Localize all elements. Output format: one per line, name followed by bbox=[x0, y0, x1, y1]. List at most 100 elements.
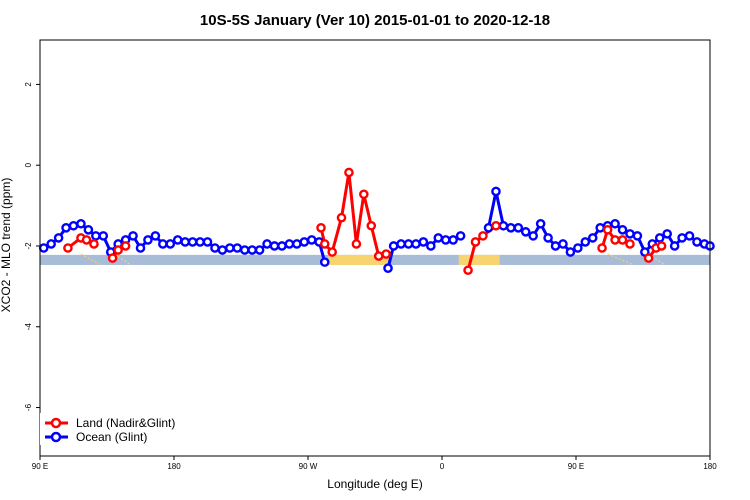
land-trace-0 bbox=[80, 253, 100, 265]
ocean-point-0-8 bbox=[98, 231, 109, 241]
ocean-point-2-3 bbox=[506, 223, 516, 233]
ocean-point-0-33 bbox=[284, 239, 295, 249]
ocean-point-0-31 bbox=[269, 241, 280, 251]
land-point-3-1 bbox=[470, 237, 481, 247]
ocean-point-0-14 bbox=[143, 235, 153, 245]
land-point-3-3 bbox=[491, 220, 501, 231]
ocean-point-0-17 bbox=[165, 239, 176, 249]
ocean-point-0-20 bbox=[187, 237, 198, 247]
x-tick-label-5: 180 bbox=[703, 462, 717, 471]
legend-background bbox=[40, 413, 188, 445]
y-tick-label-2: -2 bbox=[24, 242, 33, 250]
land-point-2-1 bbox=[319, 239, 330, 249]
series-layer bbox=[38, 167, 715, 276]
ocean-point-2-18 bbox=[617, 225, 628, 235]
ocean-point-2-4 bbox=[513, 223, 524, 233]
ocean-point-1-9 bbox=[448, 235, 458, 245]
ocean-point-0-24 bbox=[217, 245, 228, 255]
land-point-1-0 bbox=[107, 253, 118, 263]
ocean-point-2-23 bbox=[654, 233, 665, 243]
land-point-3-2 bbox=[478, 231, 488, 241]
land-point-4-4 bbox=[625, 239, 635, 249]
legend-ocean-label: Ocean (Glint) bbox=[76, 430, 147, 444]
ocean-point-2-0 bbox=[483, 223, 494, 233]
ocean-point-0-28 bbox=[247, 245, 257, 255]
land-series-line-2 bbox=[319, 171, 387, 258]
ocean-point-0-36 bbox=[306, 235, 317, 245]
ocean-point-0-32 bbox=[277, 241, 287, 251]
ocean-point-2-9 bbox=[550, 241, 561, 251]
x-axis-label: Longitude (deg E) bbox=[327, 477, 422, 491]
ocean-point-0-18 bbox=[172, 235, 183, 245]
land-point-2-6 bbox=[359, 189, 369, 200]
x-axis: 90 E 180 90 W 0 90 E 180 bbox=[32, 456, 717, 471]
y-tick-label-3: -4 bbox=[24, 323, 33, 331]
ocean-point-0-29 bbox=[254, 245, 265, 255]
x-tick-label-4: 90 E bbox=[568, 462, 584, 471]
y-axis-label: XCO2 - MLO trend (ppm) bbox=[0, 178, 13, 313]
ocean-point-0-27 bbox=[239, 245, 250, 255]
ocean-point-1-1 bbox=[388, 241, 399, 251]
ocean-point-0-5 bbox=[76, 218, 86, 229]
ocean-point-0-35 bbox=[299, 237, 310, 247]
ocean-point-2-26 bbox=[677, 233, 687, 243]
land-point-2-4 bbox=[344, 167, 354, 178]
x-tick-label-0: 90 E bbox=[32, 462, 48, 471]
legend-ocean-marker bbox=[50, 431, 62, 443]
land-point-2-7 bbox=[366, 220, 377, 231]
ocean-point-0-1 bbox=[46, 239, 56, 249]
land-trace-3 bbox=[648, 253, 664, 265]
ocean-point-0-12 bbox=[128, 231, 138, 241]
ocean-point-1-6 bbox=[426, 241, 436, 251]
legend-land-marker bbox=[50, 417, 62, 429]
ocean-point-2-12 bbox=[573, 243, 583, 253]
ocean-point-0-30 bbox=[262, 239, 272, 249]
y-tick-label-4: -6 bbox=[24, 403, 33, 411]
land-point-4-0 bbox=[597, 243, 607, 253]
land-point-4-3 bbox=[617, 235, 628, 245]
ocean-point-0-25 bbox=[225, 243, 235, 253]
y-tick-label-0: 2 bbox=[24, 82, 33, 87]
ocean-point-0-16 bbox=[158, 239, 168, 249]
land-trace-2 bbox=[607, 253, 633, 265]
ocean-point-2-17 bbox=[610, 218, 620, 229]
ocean-point-1-4 bbox=[411, 239, 421, 249]
ocean-point-2-27 bbox=[684, 231, 695, 241]
ocean-point-0-0 bbox=[38, 243, 49, 253]
ocean-point-1-0 bbox=[383, 263, 393, 273]
ocean-point-1-8 bbox=[440, 235, 451, 245]
land-point-2-5 bbox=[351, 239, 362, 249]
land-point-2-2 bbox=[327, 247, 337, 257]
ocean-point-0-4 bbox=[68, 220, 79, 231]
ocean-point-0-26 bbox=[232, 243, 243, 253]
ocean-point-0-22 bbox=[202, 237, 213, 247]
ocean-point-2-20 bbox=[632, 231, 643, 241]
land-point-0-0 bbox=[63, 243, 73, 253]
land-point-2-3 bbox=[336, 212, 347, 223]
ocean-point-2-2 bbox=[498, 220, 509, 231]
ocean-point-2-5 bbox=[520, 227, 531, 237]
ocean-point-0-19 bbox=[180, 237, 190, 247]
land-point-3-0 bbox=[463, 265, 473, 276]
plot-frame bbox=[39, 39, 711, 457]
x-tick-label-2: 90 W bbox=[299, 462, 318, 471]
land-point-2-8 bbox=[373, 251, 384, 261]
ocean-point-0-23 bbox=[210, 243, 220, 253]
land-band-0 bbox=[328, 254, 390, 265]
land-point-5-0 bbox=[643, 253, 654, 263]
ocean-point-2-7 bbox=[535, 218, 546, 229]
ocean-point-2-14 bbox=[587, 233, 598, 243]
x-tick-label-3: 0 bbox=[440, 462, 445, 471]
land-point-0-3 bbox=[89, 239, 99, 249]
ocean-point-2-10 bbox=[558, 239, 568, 249]
ocean-point-0-34 bbox=[292, 239, 302, 249]
ocean-point-1-7 bbox=[433, 233, 444, 243]
ocean-point-0-6 bbox=[83, 225, 94, 235]
ocean-point-1-3 bbox=[403, 239, 414, 249]
ocean-point-1-5 bbox=[418, 237, 429, 247]
ocean-point-0-13 bbox=[135, 243, 146, 253]
land-point-0-2 bbox=[81, 235, 92, 245]
land-band-1 bbox=[458, 254, 500, 265]
ocean-point-2-19 bbox=[625, 229, 635, 239]
